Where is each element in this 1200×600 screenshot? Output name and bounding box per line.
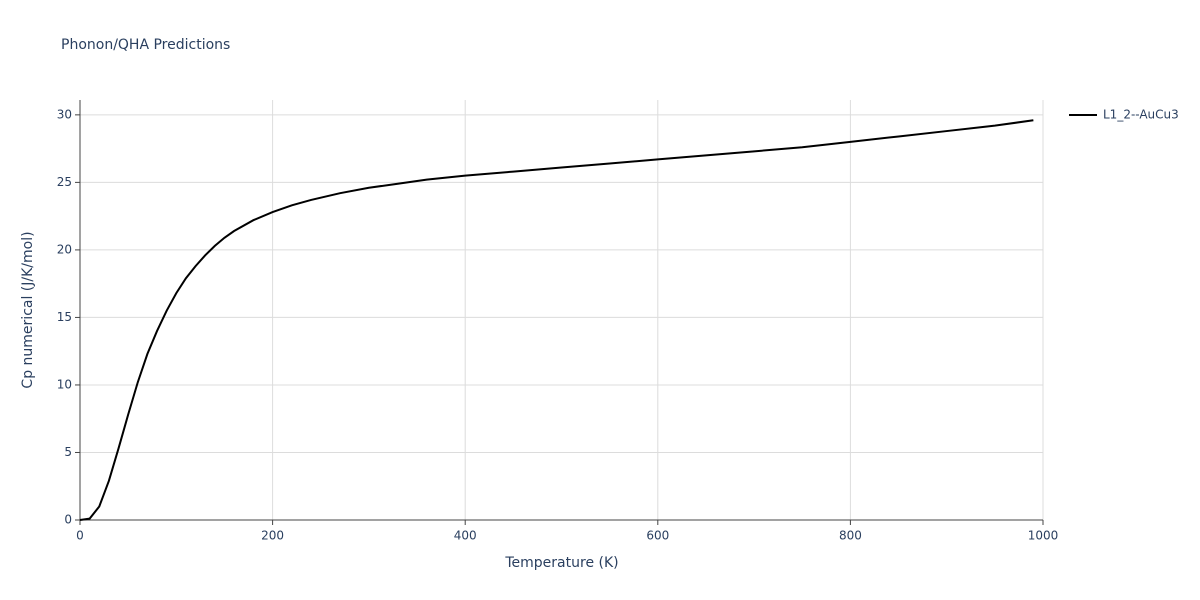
y-tick-label: 25 (57, 175, 72, 189)
legend-label: L1_2--AuCu3 (1103, 108, 1179, 122)
y-tick-label: 0 (64, 513, 72, 527)
y-tick-label: 5 (64, 445, 72, 459)
x-tick-label: 600 (646, 529, 669, 543)
x-tick-label: 400 (454, 529, 477, 543)
y-axis-label: Cp numerical (J/K/mol) (20, 231, 36, 388)
x-tick-label: 1000 (1028, 529, 1059, 543)
y-tick-label: 10 (57, 377, 72, 391)
x-axis-label: Temperature (K) (504, 555, 618, 571)
chart-title: Phonon/QHA Predictions (61, 37, 230, 53)
x-tick-label: 200 (261, 529, 284, 543)
x-tick-label: 800 (839, 529, 862, 543)
y-tick-label: 30 (57, 107, 72, 121)
data-line (79, 119, 1034, 521)
y-tick-label: 15 (57, 310, 72, 324)
x-tick-label: 0 (76, 529, 84, 543)
y-tick-label: 20 (57, 242, 72, 256)
